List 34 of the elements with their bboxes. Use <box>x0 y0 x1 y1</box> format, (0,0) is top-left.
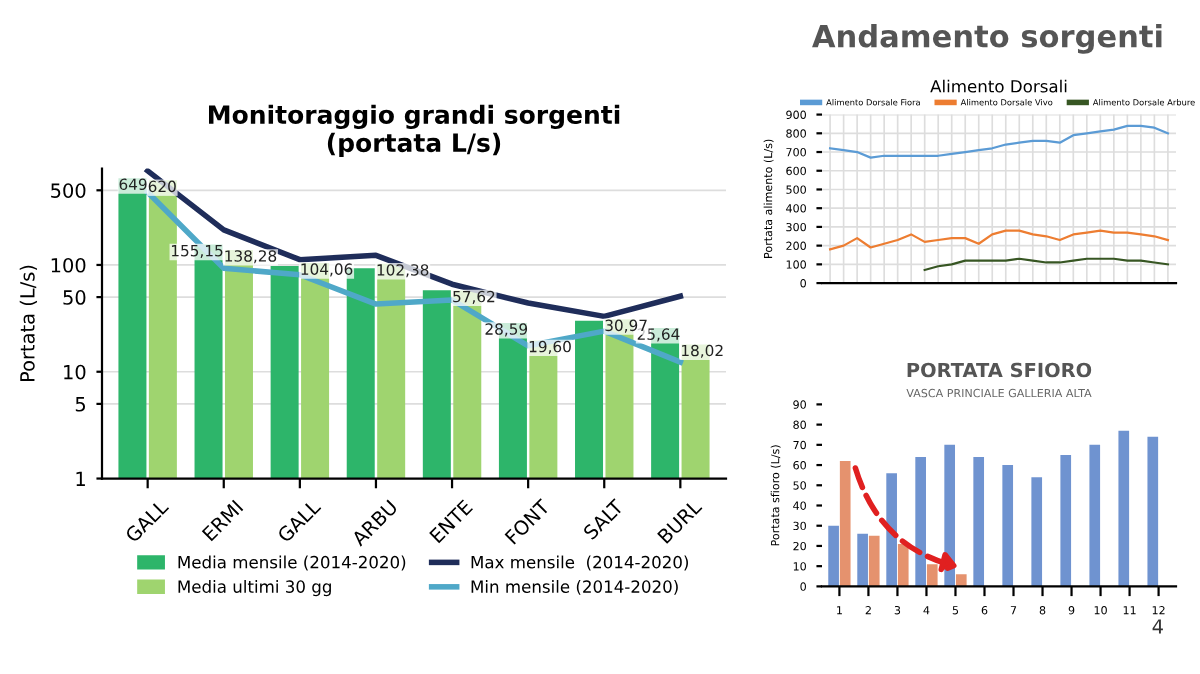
bar <box>886 473 897 587</box>
legend-label: Min mensile (2014-2020) <box>471 580 678 595</box>
bar <box>868 535 880 587</box>
bar <box>1118 430 1130 587</box>
text: Andamento sorgenti <box>812 23 1162 54</box>
line-series <box>829 124 1169 159</box>
chart-title: Alimento Dorsali <box>930 79 1067 93</box>
y-tick-label: 5 <box>75 397 86 412</box>
bar <box>973 456 985 587</box>
bar <box>1002 465 1014 587</box>
bar <box>955 574 967 587</box>
chart-title: Monitoraggio grandi sorgenti (portata L/s) <box>209 104 620 158</box>
legend-label: Media mensile (2014-2020) <box>178 555 406 571</box>
bar <box>915 456 926 587</box>
bar <box>926 564 938 587</box>
legend-label: Max mensile (2014-2020) <box>471 555 688 571</box>
text: 4 <box>1152 619 1163 634</box>
y-tick-label: 100 <box>51 257 86 273</box>
bar <box>897 543 909 587</box>
bar <box>1089 444 1101 587</box>
chart-title: PORTATA SFIORO <box>907 362 1092 378</box>
line-series <box>829 229 1169 251</box>
bar <box>1031 477 1043 587</box>
y-axis-title: Portata (L/s) <box>19 265 38 382</box>
y-tick-label: 50 <box>63 290 86 305</box>
legend-label: Media ultimi 30 gg <box>178 580 331 597</box>
y-tick-label: 10 <box>64 364 86 380</box>
bar <box>1147 436 1159 587</box>
bar <box>839 461 851 587</box>
bar <box>857 533 868 587</box>
y-tick-label: 500 <box>51 183 86 198</box>
bar <box>1060 454 1072 587</box>
y-tick-label: 1 <box>76 471 85 486</box>
bar <box>828 525 839 587</box>
